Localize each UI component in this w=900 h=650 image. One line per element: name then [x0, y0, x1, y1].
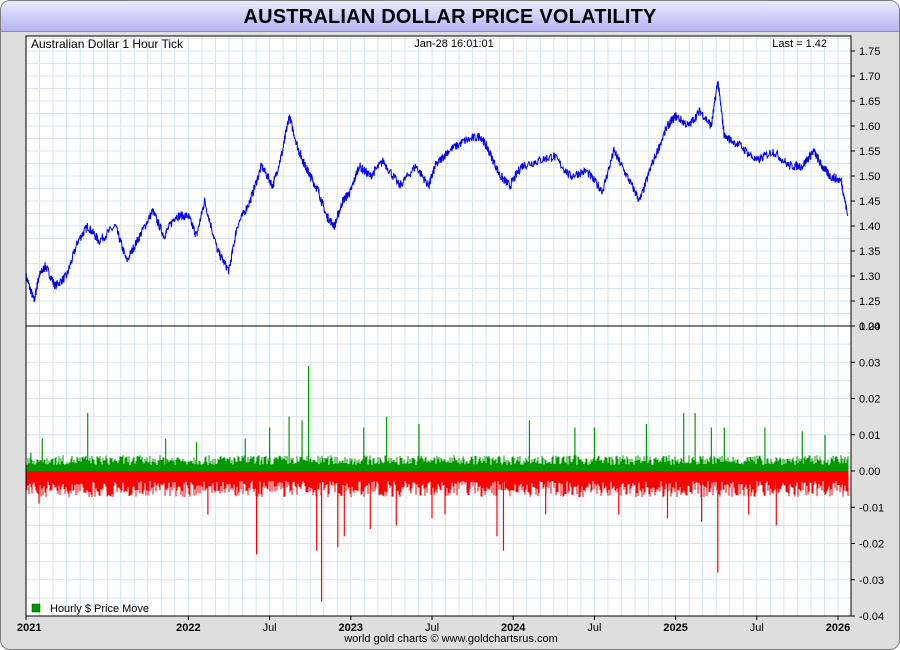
price-y-tick-label: 1.45	[859, 196, 880, 208]
chart-title: AUSTRALIAN DOLLAR PRICE VOLATILITY	[1, 1, 899, 32]
x-tick-label: Jul	[425, 622, 439, 634]
x-tick-label: 2023	[339, 622, 363, 634]
last-price-label: Last = 1.42	[772, 38, 827, 50]
volatility-y-tick-label: 0.00	[859, 466, 880, 478]
price-y-tick-label: 1.65	[859, 96, 880, 108]
x-tick-label: 2021	[17, 622, 41, 634]
x-tick-label: Jul	[750, 622, 764, 634]
legend-label: Hourly $ Price Move	[50, 603, 149, 615]
price-y-tick-label: 1.40	[859, 221, 880, 233]
price-y-tick-label: 1.30	[859, 271, 880, 283]
volatility-y-tick-label: 0.03	[859, 357, 880, 369]
footer-credit: world gold charts © www.goldchartsrus.co…	[344, 633, 558, 645]
price-y-tick-label: 1.60	[859, 121, 880, 133]
price-panel-title: Australian Dollar 1 Hour Tick	[31, 37, 184, 51]
price-y-tick-label: 1.35	[859, 246, 880, 258]
price-y-tick-label: 1.50	[859, 171, 880, 183]
price-y-tick-label: 1.20	[859, 321, 880, 333]
volatility-y-tick-label: -0.01	[859, 502, 884, 514]
legend-swatch	[31, 603, 41, 613]
x-tick-label: 2025	[663, 622, 687, 634]
price-y-tick-label: 1.25	[859, 296, 880, 308]
hourly-down-bars	[26, 471, 849, 498]
x-tick-label: 2024	[501, 622, 526, 634]
price-y-tick-label: 1.55	[859, 146, 880, 158]
volatility-y-tick-label: 0.02	[859, 394, 880, 406]
price-y-tick-label: 1.75	[859, 46, 880, 58]
x-tick-label: Jul	[587, 622, 601, 634]
volatility-y-tick-label: -0.04	[859, 611, 884, 623]
volatility-y-tick-label: -0.02	[859, 539, 884, 551]
volatility-y-tick-label: -0.03	[859, 575, 884, 587]
x-tick-label: 2022	[176, 622, 200, 634]
price-y-tick-label: 1.70	[859, 71, 880, 83]
volatility-y-tick-label: 0.01	[859, 430, 880, 442]
x-tick-label: 2026	[826, 622, 850, 634]
volatility-y-tick-label: 0.04	[859, 321, 880, 333]
price-panel-background	[26, 36, 851, 326]
x-tick-label: Jul	[263, 622, 277, 634]
chart-timestamp: Jan-28 16:01:01	[414, 38, 494, 50]
price-series-line	[25, 81, 849, 303]
